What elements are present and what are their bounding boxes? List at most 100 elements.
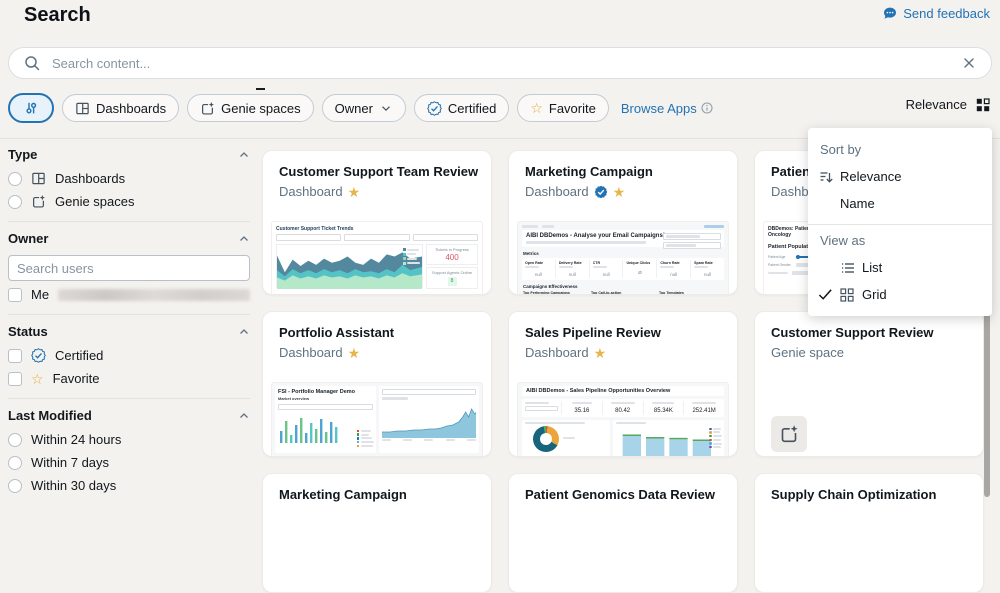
option-label: Within 7 days (31, 455, 110, 470)
chevron-down-icon (379, 101, 393, 115)
info-icon (701, 102, 713, 114)
search-input[interactable] (50, 54, 952, 72)
chip-certified[interactable]: Certified (413, 94, 510, 122)
card-type-label: Dashboard (279, 184, 343, 199)
favorite-star-icon: ★ (347, 183, 361, 200)
radio-row-within-7-days[interactable]: Within 7 days (8, 451, 250, 474)
mini-legend (709, 427, 722, 449)
card-marketing-campaign-2[interactable]: Marketing Campaign (262, 473, 492, 593)
text-cursor-artifact (256, 88, 265, 90)
search-bar (8, 47, 992, 79)
list-view-icon (840, 260, 862, 276)
genie-space-icon (31, 194, 46, 209)
browse-apps-link[interactable]: Browse Apps (621, 101, 713, 116)
card-title: Marketing Campaign (525, 164, 653, 179)
menu-item-grid[interactable]: Grid (808, 281, 992, 308)
certified-badge-icon (31, 348, 46, 363)
chip-genie-spaces[interactable]: Genie spaces (187, 94, 314, 122)
menu-item-list[interactable]: List (808, 254, 992, 281)
sort-value-label: Relevance (905, 97, 967, 112)
filter-toggle-button[interactable] (8, 93, 54, 123)
radio-row-genie-spaces[interactable]: Genie spaces (8, 190, 250, 213)
chip-label: Genie spaces (221, 100, 301, 116)
favorite-star-icon: ★ (347, 344, 361, 361)
card-supply-chain-optimization[interactable]: Supply Chain Optimization (754, 473, 984, 593)
menu-item-label: Relevance (840, 169, 902, 184)
send-feedback-link[interactable]: Send feedback (882, 5, 990, 21)
filter-chips-row: Dashboards Genie spaces Owner (8, 93, 713, 123)
owner-search-input[interactable] (8, 255, 250, 281)
section-header-owner[interactable]: Owner (8, 222, 250, 251)
radio-row-dashboards[interactable]: Dashboards (8, 167, 250, 190)
chip-label: Favorite (548, 100, 596, 116)
sort-view-menu: Sort by Relevance Name View as (808, 128, 992, 316)
clear-search-icon[interactable] (961, 55, 977, 71)
checkbox-row-me[interactable]: Me (8, 283, 250, 306)
radio-row-within-24-hours[interactable]: Within 24 hours (8, 428, 250, 451)
chevron-up-icon (238, 326, 250, 338)
card-title: Sales Pipeline Review (525, 325, 661, 340)
radio-within-30-days[interactable] (8, 478, 22, 493)
section-header-type[interactable]: Type (8, 138, 250, 167)
card-sales-pipeline-review[interactable]: Sales Pipeline Review Dashboard ★ AIBI D… (508, 311, 738, 457)
section-header-last-modified[interactable]: Last Modified (8, 399, 250, 428)
search-icon (23, 54, 41, 72)
genie-space-icon (200, 101, 215, 116)
card-patient-genomics-data-review[interactable]: Patient Genomics Data Review (508, 473, 738, 593)
card-title: Patient (771, 164, 815, 179)
option-label: Certified (55, 348, 104, 363)
section-header-status[interactable]: Status (8, 315, 250, 344)
radio-genie-spaces[interactable] (8, 194, 22, 209)
menu-divider (808, 224, 992, 225)
favorite-star-icon: ★ (612, 183, 626, 200)
sliders-icon (23, 100, 39, 116)
radio-row-within-30-days[interactable]: Within 30 days (8, 474, 250, 497)
page-title: Search (24, 4, 91, 26)
menu-item-label: Name (840, 196, 875, 211)
option-label: Within 30 days (31, 478, 117, 493)
chip-favorite[interactable]: ☆ Favorite (517, 94, 609, 122)
mini-legend (402, 248, 420, 265)
card-title: Patient Genomics Data Review (525, 487, 716, 502)
card-title: Marketing Campaign (279, 487, 407, 502)
menu-item-relevance[interactable]: Relevance (808, 163, 992, 190)
option-label: Within 24 hours (31, 432, 122, 447)
star-icon: ☆ (530, 100, 543, 116)
favorite-star-icon: ★ (593, 344, 607, 361)
menu-item-label: Grid (862, 287, 887, 302)
menu-group-label-view-as: View as (820, 233, 866, 248)
option-label: Favorite (52, 371, 100, 386)
sort-view-control[interactable]: Relevance (906, 97, 990, 112)
scrollbar-thumb[interactable] (984, 295, 990, 497)
radio-dashboards[interactable] (8, 171, 22, 186)
dashboard-icon (31, 171, 46, 186)
genie-space-icon (771, 416, 807, 452)
chevron-up-icon (238, 149, 250, 161)
chip-label: Dashboards (96, 100, 167, 116)
checkbox-me[interactable] (8, 287, 22, 302)
divider (8, 314, 250, 315)
redacted-user-email (58, 288, 250, 301)
card-portfolio-assistant[interactable]: Portfolio Assistant Dashboard ★ FSI - Po… (262, 311, 492, 457)
checkbox-row-favorite[interactable]: ☆ Favorite (8, 367, 250, 390)
divider (8, 221, 250, 222)
card-customer-support-review[interactable]: Customer Support Review Genie space (754, 311, 984, 457)
check-icon (818, 287, 840, 302)
filters-sidebar: Type Dashboards (8, 138, 250, 497)
card-marketing-campaign[interactable]: Marketing Campaign Dashboard ★ AIBI DB (508, 150, 738, 295)
menu-item-name[interactable]: Name (808, 190, 992, 217)
chip-dashboards[interactable]: Dashboards (62, 94, 180, 122)
checkbox-favorite[interactable] (8, 371, 22, 386)
chevron-up-icon (238, 410, 250, 422)
browse-apps-label: Browse Apps (620, 100, 697, 116)
radio-within-24-hours[interactable] (8, 432, 22, 447)
checkbox-row-certified[interactable]: Certified (8, 344, 250, 367)
card-type-label: Dashboard (525, 345, 589, 360)
checkbox-certified[interactable] (8, 348, 22, 363)
radio-within-7-days[interactable] (8, 455, 22, 470)
chip-label: Certified (447, 100, 497, 116)
card-customer-support-team-review[interactable]: Customer Support Team Review Dashboard ★… (262, 150, 492, 295)
certified-badge-icon (594, 185, 608, 199)
chip-owner[interactable]: Owner (321, 94, 406, 122)
card-title: Supply Chain Optimization (771, 487, 937, 502)
